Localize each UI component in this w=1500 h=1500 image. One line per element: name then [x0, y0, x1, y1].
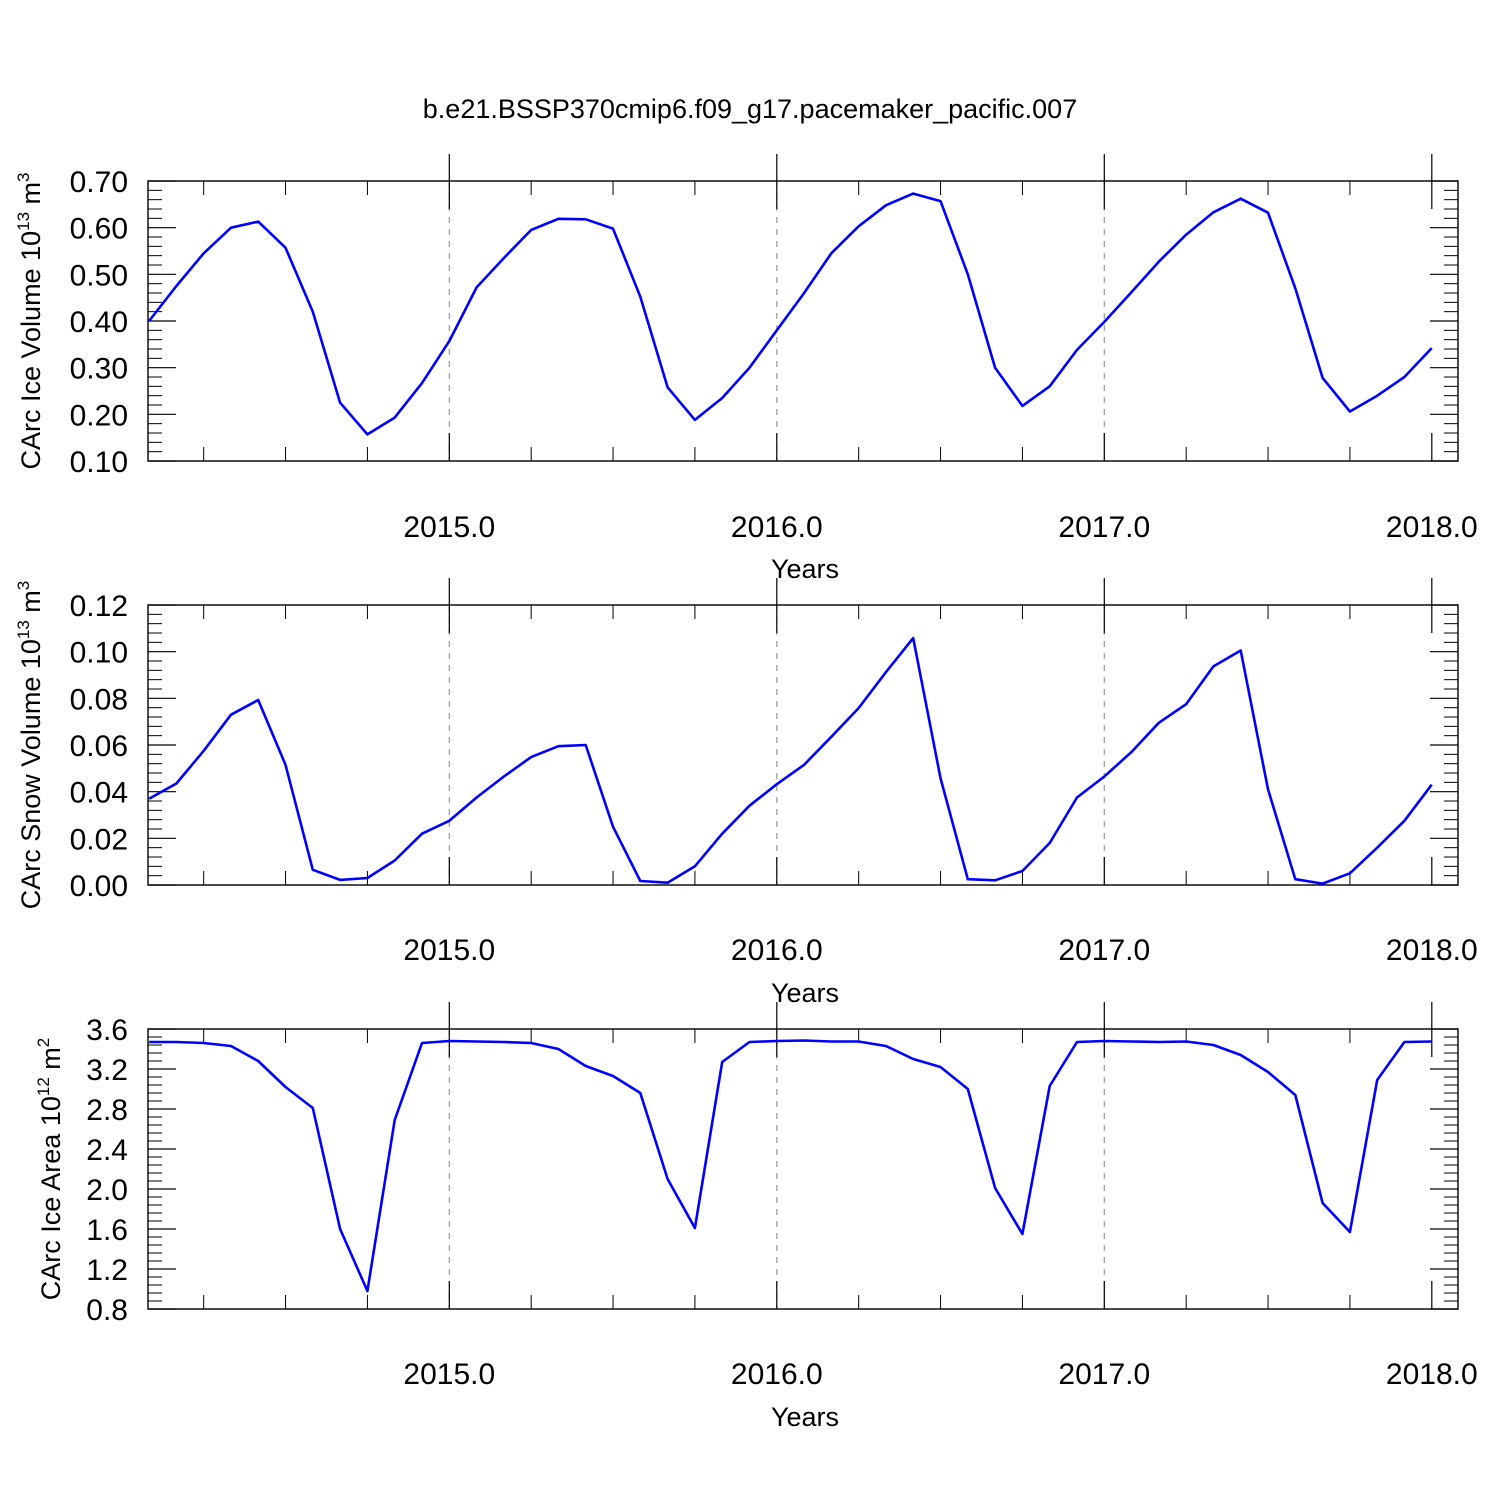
- y-tick-label: 0.08: [70, 683, 128, 716]
- x-tick-label: 2018.0: [1386, 934, 1478, 967]
- x-tick-label: 2015.0: [403, 511, 495, 544]
- y-tick-label: 0.04: [70, 777, 128, 810]
- x-tick-label: 2017.0: [1058, 934, 1150, 967]
- y-tick-label: 2.8: [86, 1094, 128, 1127]
- figure-title: b.e21.BSSP370cmip6.f09_g17.pacemaker_pac…: [423, 94, 1077, 124]
- y-axis-label: CArc Snow Volume 1013 m3: [14, 581, 46, 910]
- x-axis-label: Years: [771, 1402, 839, 1432]
- y-tick-label: 0.60: [70, 213, 128, 246]
- y-tick-label: 0.70: [70, 166, 128, 199]
- x-axis-label: Years: [771, 978, 839, 1008]
- y-tick-label: 0.02: [70, 823, 128, 856]
- y-tick-label: 2.0: [86, 1174, 128, 1207]
- y-tick-label: 3.2: [86, 1054, 128, 1087]
- y-tick-label: 0.40: [70, 306, 128, 339]
- series-line: [148, 192, 1433, 436]
- x-tick-label: 2018.0: [1386, 1358, 1478, 1391]
- y-tick-label: 0.06: [70, 730, 128, 763]
- y-tick-label: 0.10: [70, 637, 128, 670]
- x-tick-label: 2016.0: [731, 934, 823, 967]
- x-tick-label: 2015.0: [403, 934, 495, 967]
- y-axis-label: CArc Ice Volume 1013 m3: [14, 172, 46, 469]
- y-tick-label: 0.50: [70, 259, 128, 292]
- panels: 0.10 0.20 0.30 0.40 0.50 0.60 0.70 2015.0 2016.0…: [14, 154, 1478, 1432]
- y-tick-label: 0.8: [86, 1294, 128, 1327]
- series-line: [149, 1039, 1432, 1293]
- y-tick-label: 0.20: [70, 399, 128, 432]
- y-tick-label: 1.2: [86, 1254, 128, 1287]
- x-tick-label: 2015.0: [403, 1358, 495, 1391]
- y-tick-label: 0.30: [70, 353, 128, 386]
- panel-1: 0.10 0.20 0.30 0.40 0.50 0.60 0.70 2015.0 2016.0…: [14, 154, 1478, 584]
- y-axis-label: CArc Ice Area 1012 m2: [34, 1038, 66, 1301]
- x-tick-label: 2017.0: [1058, 1358, 1150, 1391]
- x-tick-label: 2017.0: [1058, 511, 1150, 544]
- series-line: [148, 636, 1433, 885]
- plot-frame: [147, 1028, 1459, 1310]
- x-axis-label: Years: [771, 554, 839, 584]
- panel-3: 0.8 1.2 1.6 2.0 2.4 2.8 3.2 3.6 2015.0 2016.0 2017…: [34, 1002, 1478, 1432]
- y-tick-label: 2.4: [86, 1134, 128, 1167]
- x-tick-label: 2016.0: [731, 511, 823, 544]
- y-tick-label: 0.10: [70, 446, 128, 479]
- y-tick-label: 0.12: [70, 590, 128, 623]
- y-tick-label: 1.6: [86, 1214, 128, 1247]
- plot-frame: [147, 604, 1459, 886]
- x-tick-label: 2018.0: [1386, 511, 1478, 544]
- x-tick-label: 2016.0: [731, 1358, 823, 1391]
- y-tick-label: 0.00: [70, 870, 128, 903]
- panel-2: 0.00 0.02 0.04 0.06 0.08 0.10 0.12 2015.0 2016.0…: [14, 578, 1478, 1008]
- y-tick-label: 3.6: [86, 1014, 128, 1047]
- plot-frame: [147, 180, 1459, 462]
